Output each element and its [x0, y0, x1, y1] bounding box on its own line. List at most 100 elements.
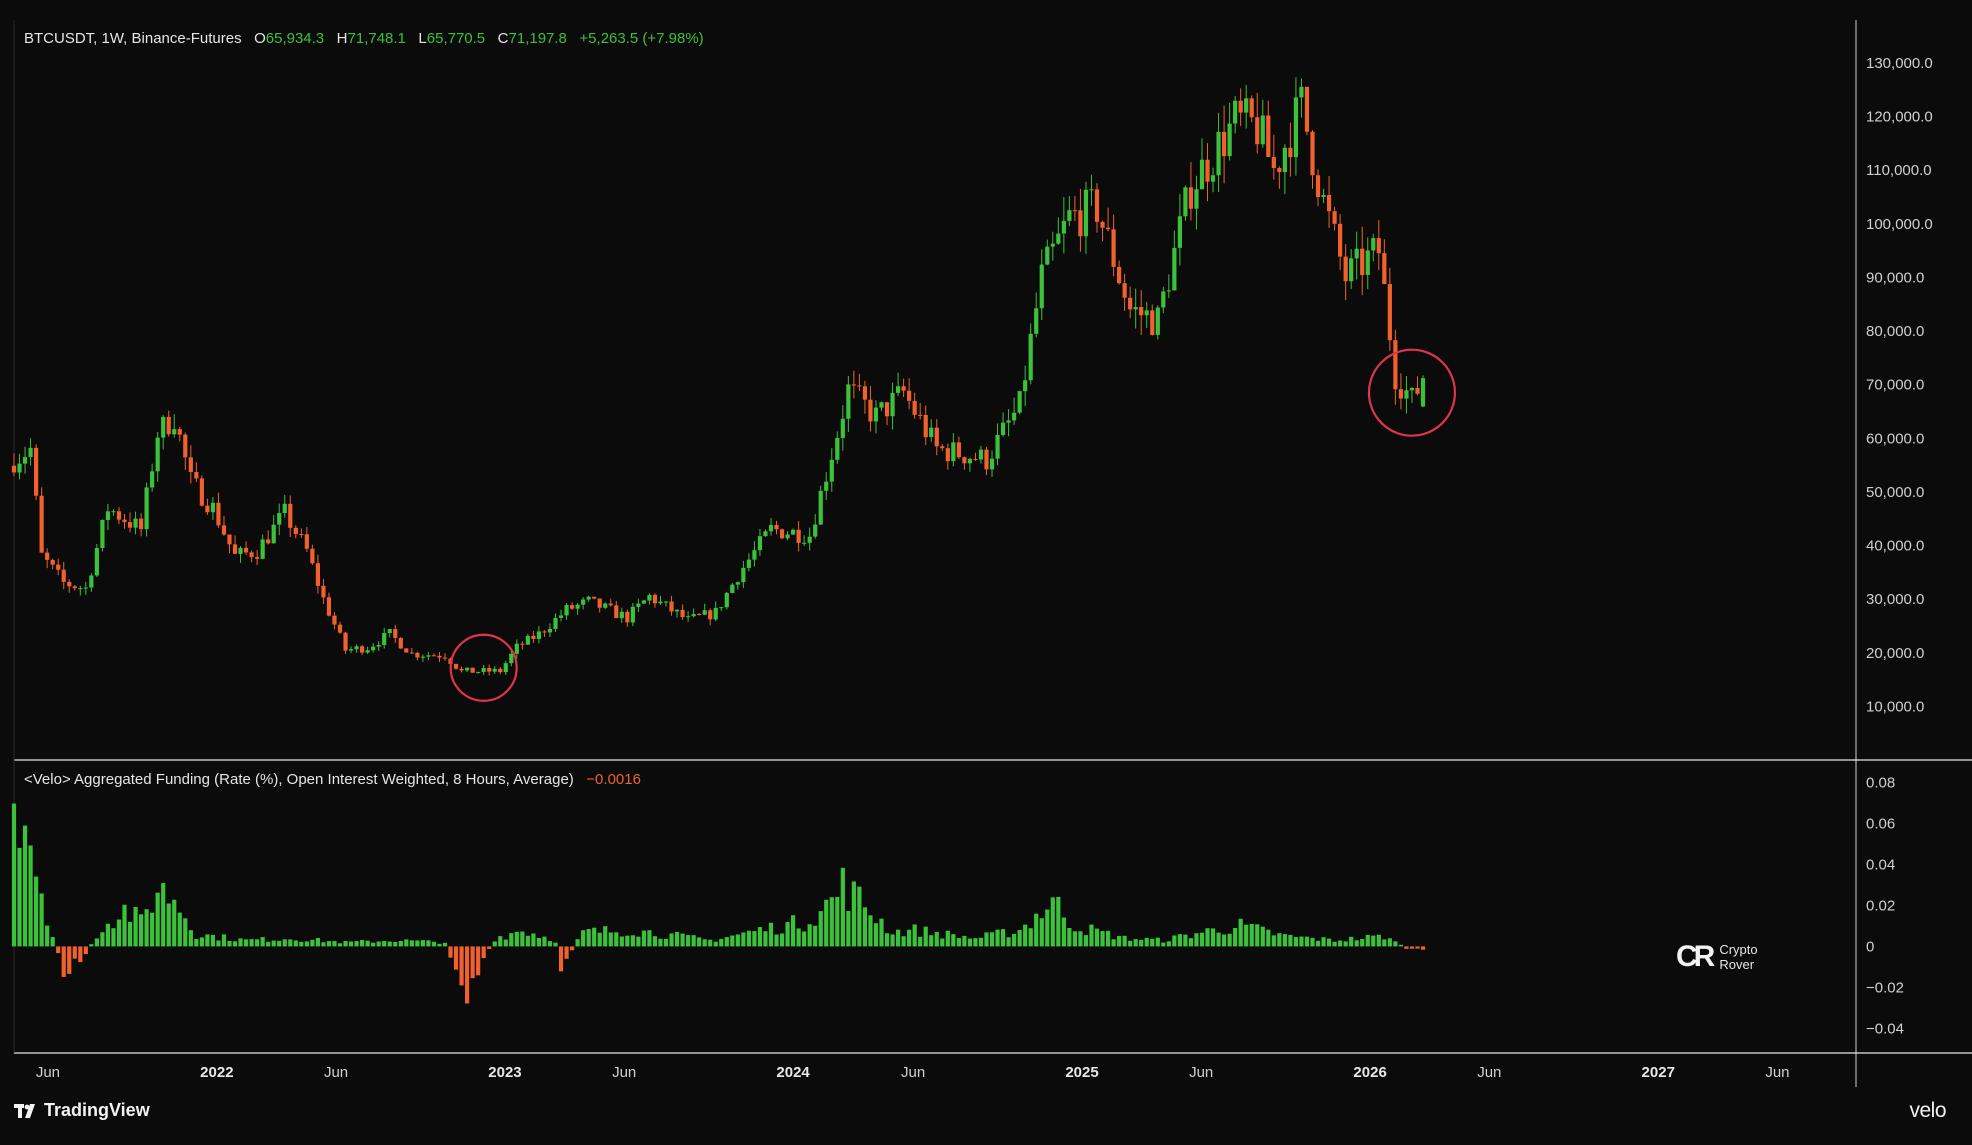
funding-bar — [111, 928, 116, 947]
candle-body — [354, 646, 359, 650]
candle-body — [984, 449, 989, 470]
candle-body — [282, 503, 287, 514]
candle-body — [1233, 100, 1238, 124]
candle-body — [376, 644, 381, 647]
funding-bar — [437, 943, 442, 947]
candle-body — [161, 416, 166, 438]
candle-body — [293, 527, 298, 535]
candle-body — [641, 600, 647, 604]
funding-bar — [1266, 929, 1271, 947]
candle-body — [951, 442, 956, 462]
funding-bar — [1288, 934, 1293, 947]
candle-body — [829, 459, 834, 482]
funding-bar — [1282, 934, 1287, 947]
candle-body — [365, 650, 370, 653]
candle-body — [719, 607, 724, 609]
candle-body — [929, 427, 934, 438]
funding-bar — [907, 929, 912, 947]
funding-bar — [1415, 946, 1420, 949]
funding-bar — [144, 909, 149, 947]
funding-bar — [326, 941, 332, 947]
candle-body — [177, 429, 182, 435]
funding-bar — [304, 941, 309, 947]
funding-bar — [481, 946, 486, 959]
funding-bar — [39, 893, 44, 947]
funding-bar — [1023, 924, 1028, 947]
funding-bar — [503, 939, 508, 947]
candle-body — [34, 447, 39, 496]
time-tick-label: Jun — [612, 1064, 636, 1081]
candle-body — [724, 592, 729, 608]
funding-bar — [713, 941, 718, 947]
tradingview-logo[interactable]: TradingView — [14, 1100, 150, 1121]
candle-body — [122, 519, 127, 523]
funding-bar — [619, 936, 624, 947]
high-label: H — [336, 30, 348, 47]
funding-bar — [757, 927, 763, 947]
candle-body — [973, 458, 978, 460]
candle-body — [138, 518, 144, 530]
funding-bar — [1216, 932, 1221, 947]
candle-body — [636, 603, 641, 607]
funding-bar — [404, 939, 409, 947]
candle-body — [558, 615, 564, 618]
funding-bar — [973, 938, 978, 947]
funding-bar — [227, 940, 232, 947]
funding-bar — [67, 946, 72, 974]
candle-body — [918, 414, 923, 416]
funding-bar — [592, 927, 597, 947]
candle-body — [260, 539, 265, 559]
candle-body — [1398, 389, 1404, 399]
time-tick-label: Jun — [901, 1064, 925, 1081]
candle-body — [785, 534, 790, 539]
funding-bar — [796, 928, 801, 947]
funding-bar — [686, 935, 691, 947]
candle-body — [697, 614, 702, 616]
funding-bar — [393, 942, 398, 947]
funding-bar — [1210, 928, 1216, 947]
candle-body — [569, 605, 575, 609]
funding-bar — [1332, 941, 1337, 947]
candle-body — [1260, 115, 1265, 145]
funding-bar — [1343, 941, 1348, 947]
funding-bar — [553, 942, 558, 947]
candle-body — [1139, 307, 1144, 316]
candle-body — [857, 385, 862, 387]
funding-bar — [28, 845, 33, 947]
close-label: C — [497, 30, 509, 47]
price-tick-label: 80,000.0 — [1866, 323, 1924, 340]
funding-bar — [691, 935, 696, 947]
funding-bar — [586, 929, 591, 947]
funding-bar — [1117, 936, 1122, 947]
funding-bar — [459, 946, 464, 986]
funding-tick-label: 0.06 — [1866, 815, 1895, 832]
candle-body — [470, 667, 475, 673]
velo-logo[interactable]: velo — [1909, 1099, 1946, 1122]
candle-body — [1012, 412, 1017, 421]
funding-bar — [122, 904, 127, 947]
low-label: L — [418, 30, 427, 47]
time-tick-label: Jun — [1765, 1064, 1789, 1081]
funding-bar — [536, 938, 542, 947]
candle-body — [404, 648, 409, 653]
funding-bar — [774, 934, 779, 947]
candle-body — [127, 522, 133, 528]
funding-bar — [1233, 927, 1238, 947]
funding-bar — [199, 937, 204, 947]
candle-body — [741, 567, 746, 583]
funding-bar — [476, 946, 481, 976]
candle-body — [205, 505, 210, 513]
price-tick-label: 60,000.0 — [1866, 430, 1924, 447]
funding-bar — [1150, 938, 1155, 947]
candle-body — [575, 604, 580, 609]
funding-bar — [790, 915, 796, 947]
funding-tick-label: 0.08 — [1866, 774, 1895, 791]
candle-body — [45, 552, 50, 560]
funding-tick-label: −0.02 — [1866, 979, 1904, 996]
candle-body — [1365, 250, 1370, 275]
funding-bar — [183, 918, 188, 947]
funding-bar — [597, 932, 602, 947]
funding-bar — [901, 936, 906, 947]
